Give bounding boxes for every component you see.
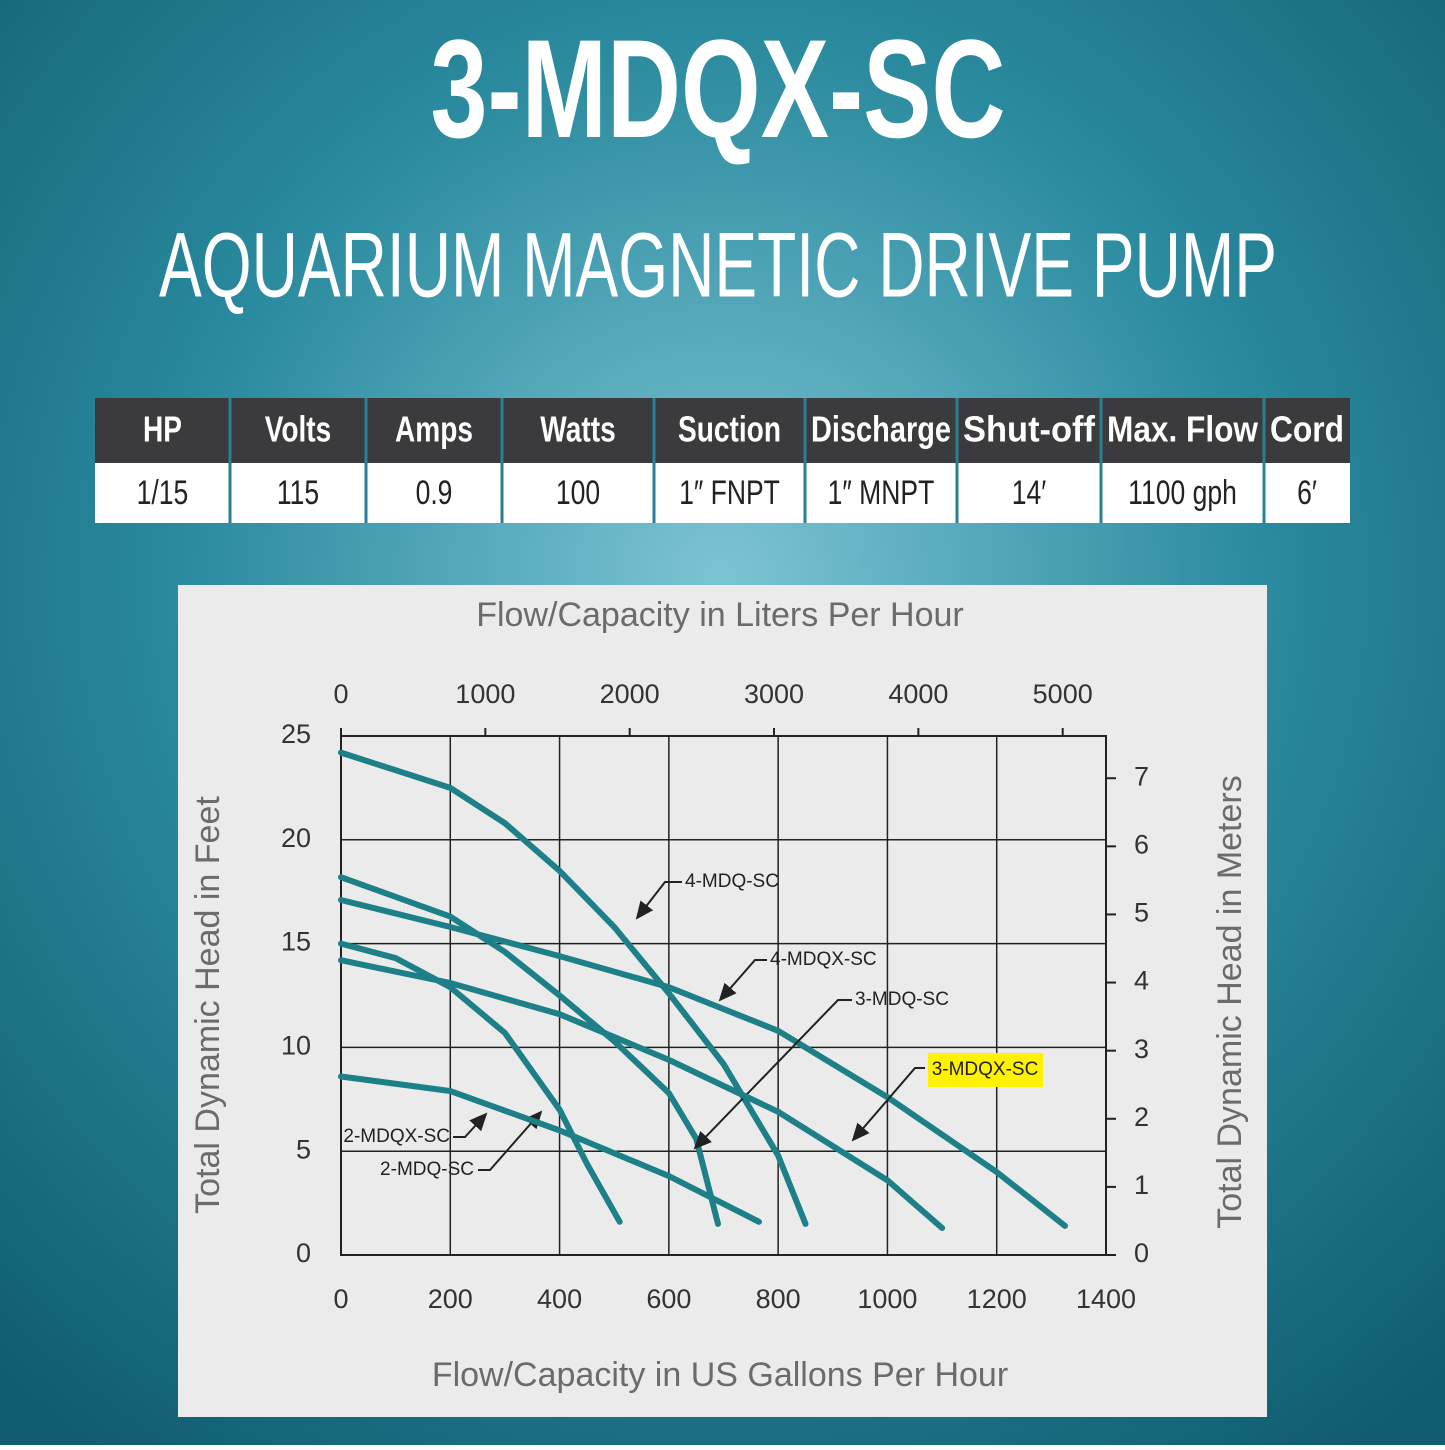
series-label: 2-MDQ-SC [380, 1159, 474, 1180]
table-cell: 1/15 [137, 474, 189, 512]
table-cell: 6′ [1297, 474, 1317, 512]
table-row-bg [95, 463, 1350, 523]
y2-tick-label: 4 [1134, 966, 1149, 996]
y2-tick-label: 6 [1134, 829, 1149, 859]
series-label: 3-MDQ-SC [855, 989, 949, 1010]
series-line [338, 957, 946, 1231]
table-cell: 14′ [1012, 474, 1046, 512]
x2-tick-label: 1000 [455, 679, 515, 709]
x-tick-label: 1400 [1076, 1284, 1136, 1314]
series-line [338, 749, 809, 1227]
y-tick-label: 15 [281, 927, 311, 957]
y2-tick-label: 3 [1134, 1034, 1149, 1064]
table-cell: 0.9 [416, 474, 453, 512]
annotation-arrow [851, 1067, 925, 1142]
series-line [338, 1073, 762, 1225]
table-cell: 1100 gph [1128, 474, 1237, 512]
annotation-arrow [718, 959, 767, 1002]
series-line [338, 940, 623, 1225]
x2-tick-label: 5000 [1033, 679, 1093, 709]
x-tick-label: 200 [428, 1284, 473, 1314]
annotation-arrow [693, 999, 852, 1150]
x-tick-label: 400 [537, 1284, 582, 1314]
x-tick-label: 600 [646, 1284, 691, 1314]
table-header: Max. Flow [1107, 409, 1259, 450]
table-cell: 1″ FNPT [679, 474, 780, 512]
table-header: Watts [540, 409, 615, 450]
y-tick-label: 25 [281, 719, 311, 749]
y2-tick-label: 5 [1134, 898, 1149, 928]
y2-tick-label: 2 [1134, 1102, 1149, 1132]
table-cell: 115 [277, 474, 319, 512]
x2-tick-label: 2000 [600, 679, 660, 709]
x-axis-title: Flow/Capacity in US Gallons Per Hour [432, 1356, 1008, 1394]
y2-axis-title: Total Dynamic Head in Meters [1211, 775, 1249, 1229]
y-tick-label: 10 [281, 1031, 311, 1061]
label-highlight [928, 1053, 1043, 1087]
y2-tick-label: 1 [1134, 1170, 1149, 1200]
series-label: 2-MDQX-SC [343, 1126, 450, 1147]
y-tick-label: 5 [296, 1134, 311, 1164]
annotation-arrow [453, 1112, 488, 1138]
table-header: HP [143, 409, 182, 450]
table-header: Shut-off [963, 409, 1096, 450]
table-header: Volts [265, 409, 332, 450]
x2-tick-label: 4000 [888, 679, 948, 709]
annotation-arrow [478, 1110, 543, 1171]
series-label: 4-MDQX-SC [770, 949, 877, 970]
x-tick-label: 1200 [967, 1284, 1027, 1314]
table-cell: 1″ MNPT [828, 474, 935, 512]
series-label: 4-MDQ-SC [685, 871, 779, 892]
y-tick-label: 0 [296, 1238, 311, 1268]
series-line [338, 874, 721, 1227]
x-tick-label: 1000 [857, 1284, 917, 1314]
table-header: Discharge [811, 409, 951, 450]
y-tick-label: 20 [281, 823, 311, 853]
table-cell: 100 [556, 474, 600, 512]
x2-tick-label: 0 [333, 679, 348, 709]
plot-frame [340, 735, 1107, 1256]
annotation-arrow [635, 881, 682, 920]
y2-tick-label: 0 [1134, 1238, 1149, 1268]
y2-tick-label: 7 [1134, 761, 1149, 791]
x-tick-label: 0 [333, 1284, 348, 1314]
subtitle: AQUARIUM MAGNETIC DRIVE PUMP [159, 214, 1277, 316]
series-label: 3-MDQX-SC [932, 1059, 1039, 1080]
table-header-bg [95, 398, 1350, 463]
table-header: Suction [678, 409, 781, 450]
y-axis-title: Total Dynamic Head in Feet [189, 796, 227, 1214]
x2-tick-label: 3000 [744, 679, 804, 709]
title: 3-MDQX-SC [431, 10, 1006, 167]
table-header: Amps [395, 409, 473, 450]
x2-axis-title: Flow/Capacity in Liters Per Hour [476, 596, 964, 634]
x-tick-label: 800 [756, 1284, 801, 1314]
table-header: Cord [1270, 409, 1344, 450]
